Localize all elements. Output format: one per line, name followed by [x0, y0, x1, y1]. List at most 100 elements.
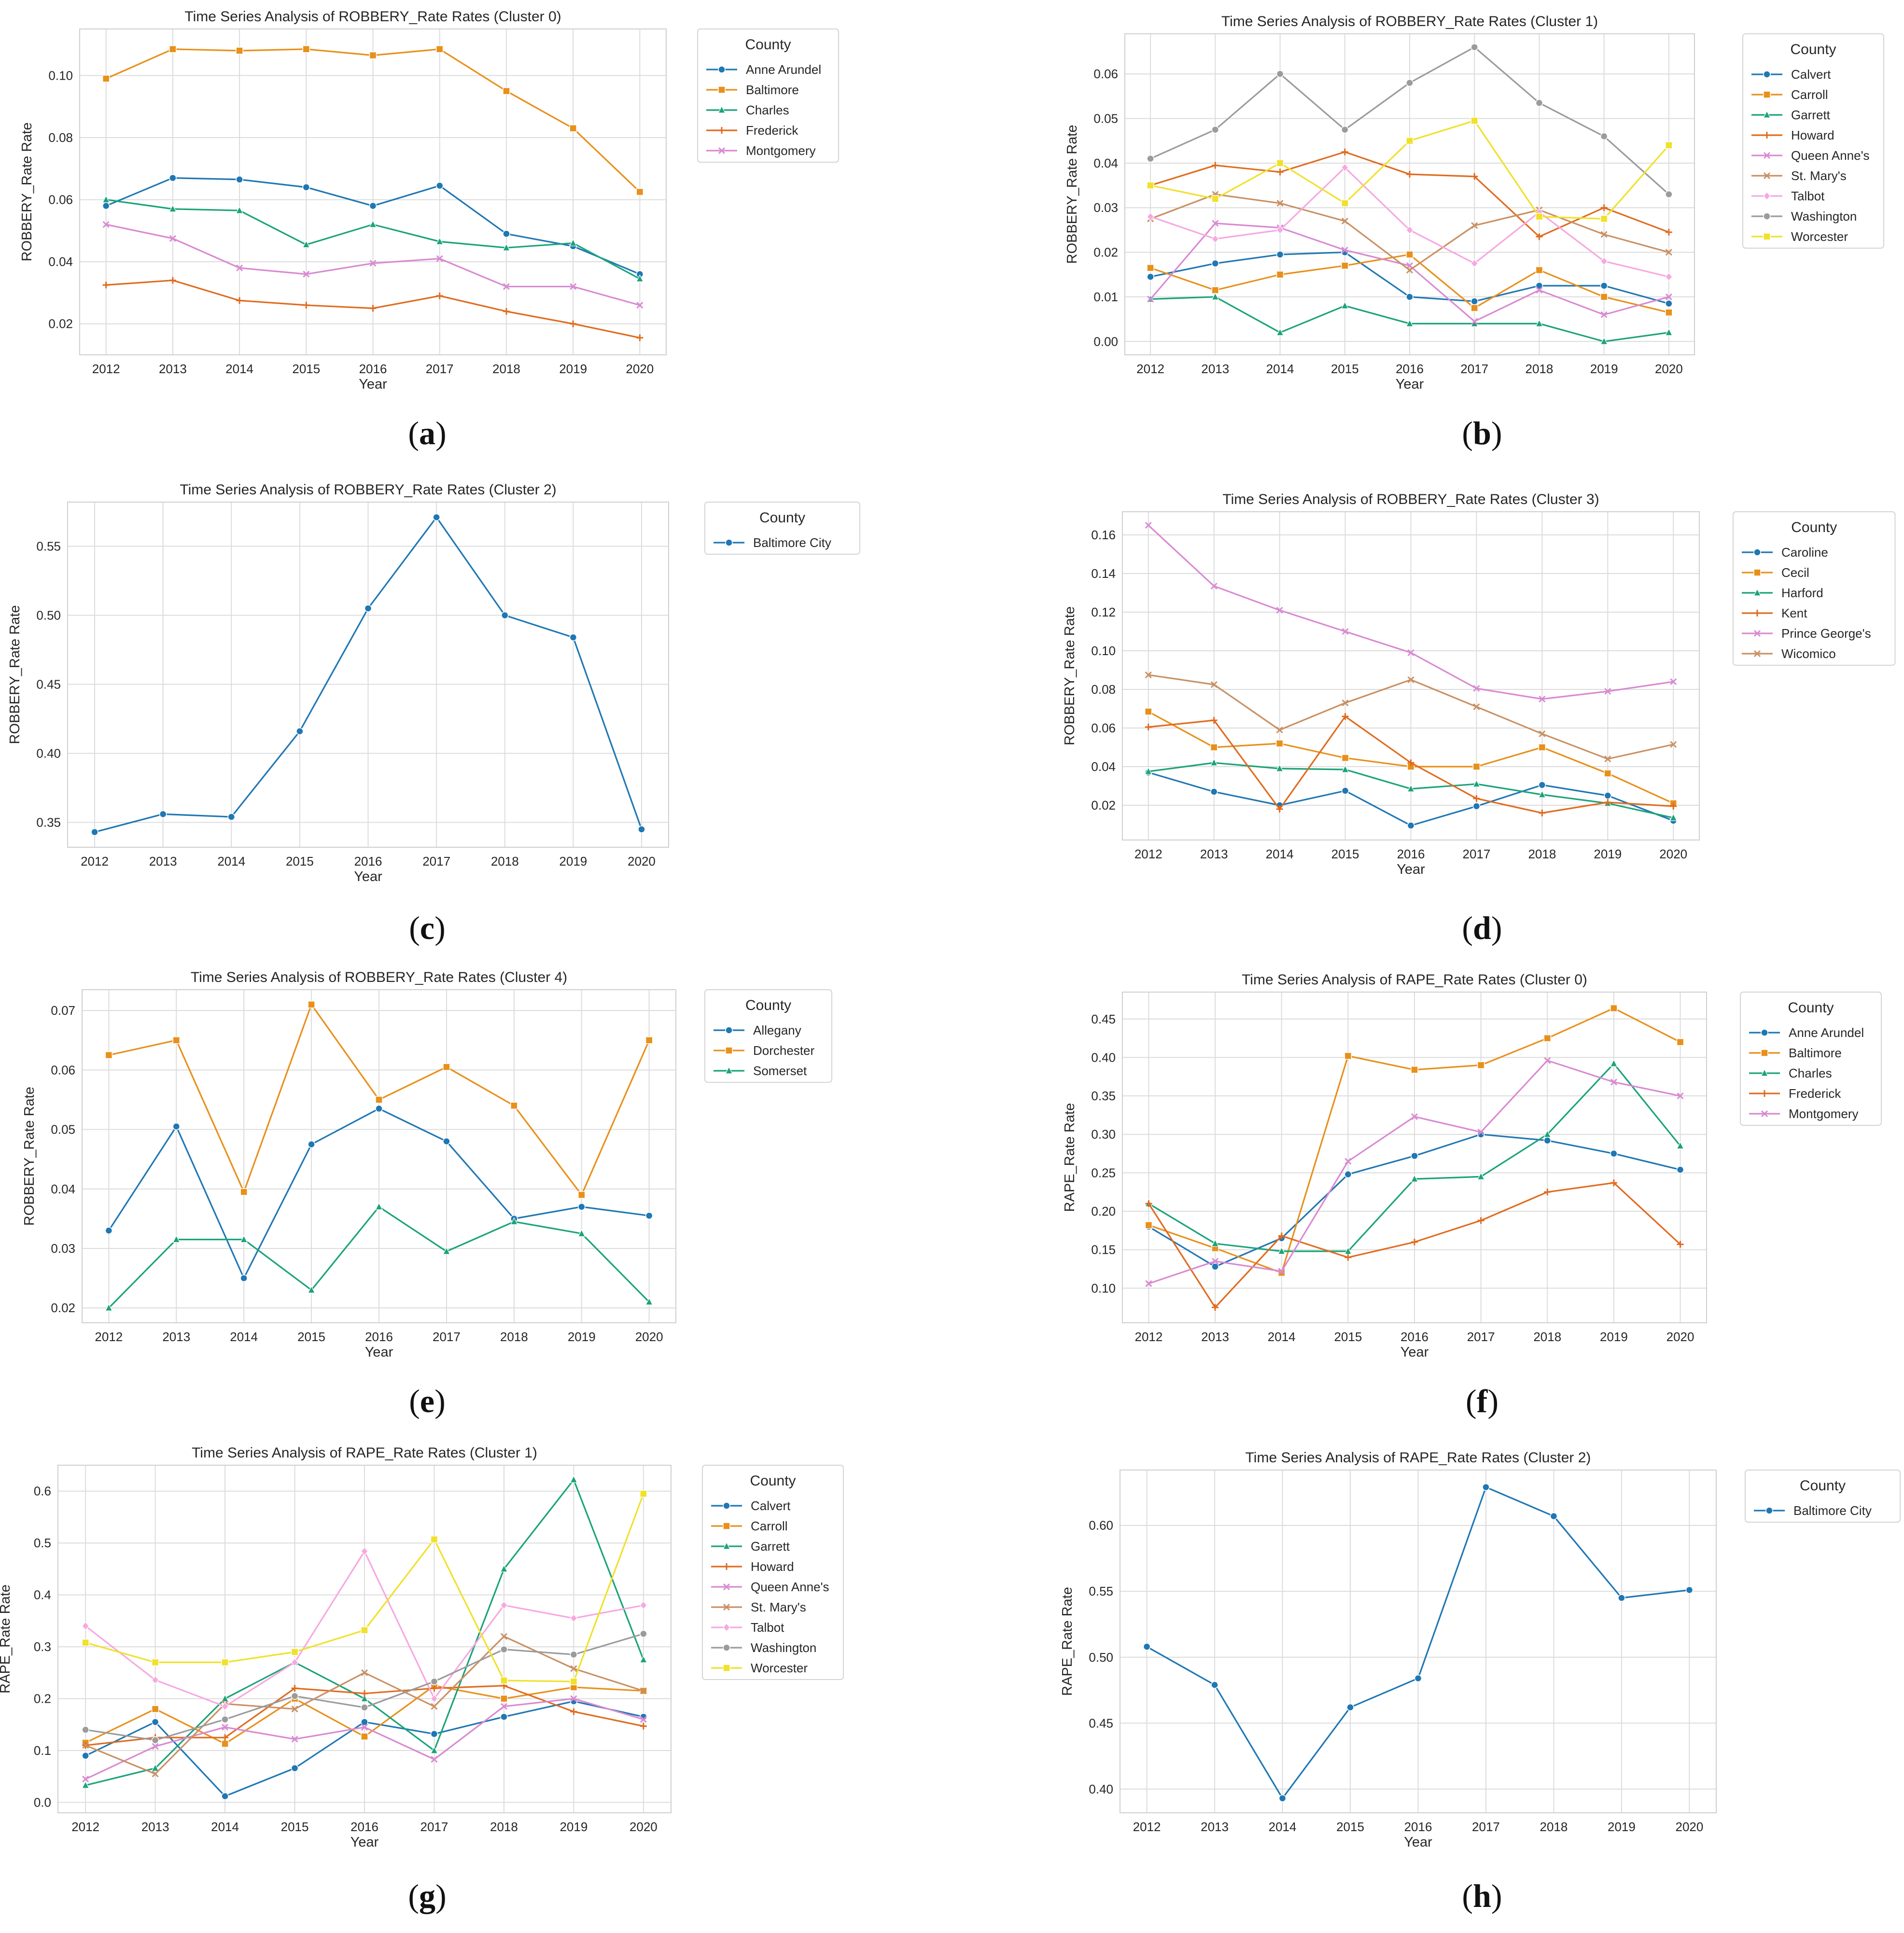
series-frederick — [102, 277, 644, 341]
data-point — [636, 302, 644, 309]
data-point — [1341, 126, 1349, 134]
data-point — [1341, 754, 1349, 762]
x-tick-label: 2020 — [628, 854, 656, 868]
x-axis-label: Year — [1397, 862, 1425, 877]
legend-item-anne-arundel: Anne Arundel — [1749, 1025, 1864, 1040]
legend-label: Anne Arundel — [746, 62, 821, 77]
x-tick-label: 2012 — [1133, 1820, 1161, 1834]
data-point — [431, 1703, 438, 1710]
legend-marker — [1761, 1029, 1768, 1037]
data-point — [1147, 182, 1154, 189]
legend-marker — [1753, 630, 1761, 637]
data-point — [1276, 328, 1284, 336]
data-point — [503, 87, 510, 95]
panel-caption-a: (a) — [408, 415, 447, 451]
data-point — [102, 221, 110, 228]
legend-marker — [723, 1664, 730, 1672]
data-point — [1342, 713, 1349, 720]
legend-label: Frederick — [746, 123, 798, 138]
data-point — [105, 1227, 113, 1234]
x-tick-label: 2019 — [1608, 1820, 1636, 1834]
legend-marker — [1763, 172, 1771, 180]
data-point — [1665, 141, 1673, 149]
data-point — [640, 1490, 647, 1498]
grid — [1120, 1470, 1716, 1813]
data-point — [152, 1770, 159, 1778]
data-point — [369, 51, 377, 59]
data-point — [1471, 173, 1478, 180]
data-point — [1276, 70, 1284, 78]
data-point — [1147, 295, 1154, 303]
plot-frame — [1120, 1470, 1717, 1813]
legend-marker — [725, 1026, 733, 1034]
data-point — [1477, 1217, 1484, 1224]
data-point — [1543, 1034, 1552, 1042]
series-cecil — [1145, 708, 1677, 807]
series-talbot — [1147, 163, 1673, 281]
x-tick-label: 2013 — [159, 362, 187, 376]
x-tick-label: 2017 — [426, 362, 454, 376]
x-tick-label: 2019 — [568, 1330, 596, 1344]
legend: County Caroline Cecil Harford Kent Prince Geo… — [1733, 511, 1896, 666]
x-tick-label: 2014 — [211, 1820, 239, 1834]
data-point — [501, 611, 509, 619]
data-point — [369, 220, 377, 228]
legend-marker — [1764, 132, 1770, 139]
data-point — [1411, 1174, 1418, 1182]
legend-item-cecil: Cecil — [1742, 565, 1809, 580]
legend-frame — [1745, 1470, 1901, 1523]
x-tick-label: 2016 — [1397, 847, 1425, 861]
data-point — [151, 1736, 159, 1744]
data-point — [1610, 1059, 1618, 1067]
data-point — [570, 1665, 577, 1672]
data-point — [82, 1726, 89, 1734]
data-point — [1147, 154, 1154, 163]
x-tick-label: 2020 — [635, 1330, 663, 1344]
legend-label: Queen Anne's — [751, 1580, 829, 1594]
data-point — [1550, 1512, 1558, 1520]
data-point — [636, 334, 644, 341]
legend-title: County — [745, 37, 791, 53]
data-point — [1211, 126, 1219, 134]
data-point — [1145, 521, 1152, 529]
caption-letter: c — [420, 910, 435, 946]
series-dorchester — [105, 1001, 653, 1199]
data-point — [296, 728, 304, 735]
legend-marker — [723, 1583, 730, 1591]
legend-item-harford: Harford — [1742, 586, 1823, 600]
data-point — [222, 1723, 229, 1731]
x-tick-label: 2018 — [1540, 1820, 1568, 1834]
series-harford — [1144, 758, 1678, 821]
data-point — [1670, 741, 1677, 748]
legend-label: Calvert — [1791, 67, 1831, 82]
data-point — [291, 1764, 299, 1772]
data-point — [1275, 764, 1284, 772]
data-point — [1604, 755, 1611, 763]
legend-item-baltimore: Baltimore — [706, 83, 799, 97]
caption-letter: d — [1473, 910, 1491, 946]
data-point — [577, 1229, 586, 1237]
legend-title: County — [750, 1473, 796, 1489]
legend-title: County — [1788, 1000, 1834, 1016]
y-tick-label: 0.4 — [34, 1588, 51, 1602]
legend: County Anne Arundel Baltimore Charles Freder… — [697, 28, 839, 163]
legend-label: Cecil — [1781, 565, 1809, 580]
legend-item-howard: Howard — [711, 1559, 794, 1574]
data-point — [82, 1780, 90, 1789]
data-point — [1210, 582, 1218, 590]
legend-item-wicomico: Wicomico — [1742, 646, 1836, 661]
y-axis-label: RAPE_Rate Rate — [1060, 1587, 1075, 1696]
y-tick-label: 0.35 — [1091, 1089, 1116, 1103]
legend-item-allegany: Allegany — [714, 1023, 801, 1037]
legend: County Calvert Carroll Garrett Howard Queen A… — [1742, 33, 1884, 249]
series-charles — [102, 195, 644, 282]
data-point — [151, 1675, 159, 1684]
x-tick-label: 2020 — [1655, 362, 1683, 376]
legend-marker — [1765, 1507, 1773, 1514]
chart-title: Time Series Analysis of ROBBERY_Rate Rat… — [1222, 491, 1599, 507]
legend-marker — [1753, 548, 1761, 556]
data-point — [240, 1188, 248, 1196]
